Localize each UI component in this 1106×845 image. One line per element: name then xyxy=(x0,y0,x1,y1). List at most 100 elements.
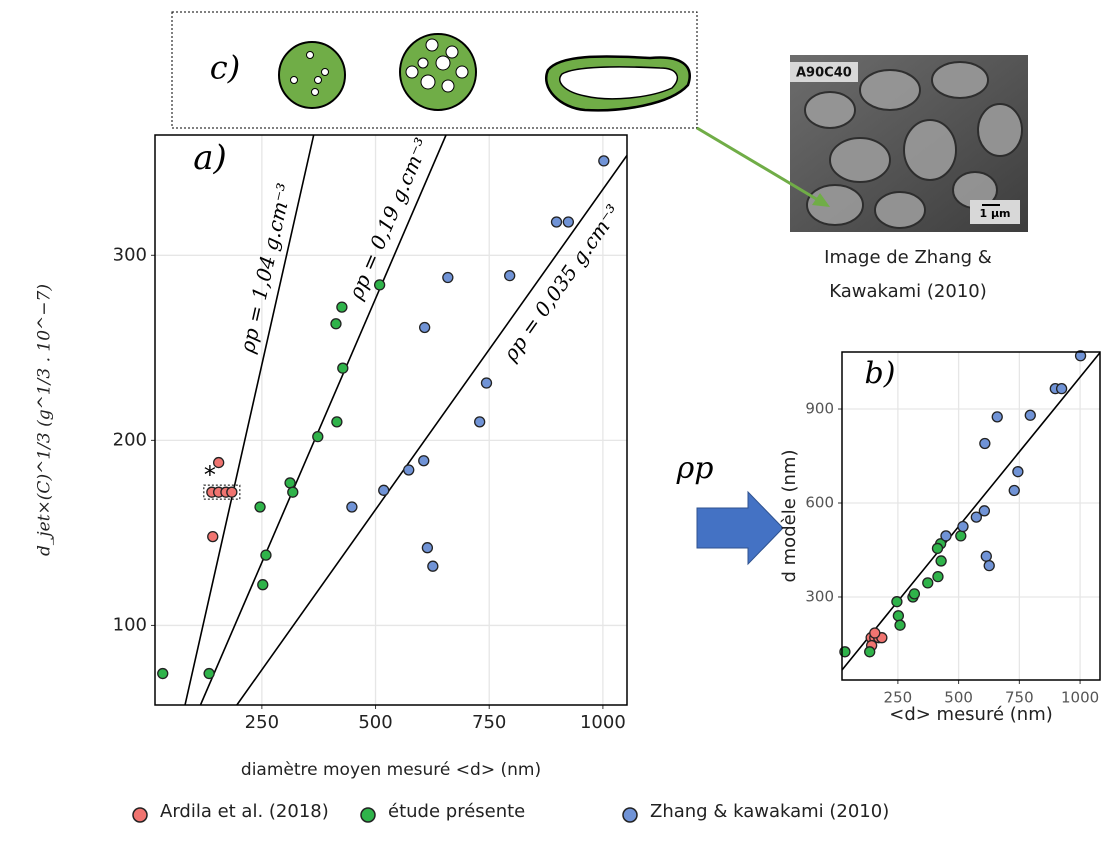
x-axis-title: diamètre moyen mesuré <d> (nm) xyxy=(241,760,541,780)
data-point xyxy=(935,555,947,567)
fit-line xyxy=(842,352,1100,671)
data-point xyxy=(1024,409,1036,421)
data-point xyxy=(864,646,876,658)
x-tick-label: 500 xyxy=(358,712,392,733)
y-axis-title: d modèle (nm) xyxy=(779,450,800,583)
y-tick-label: 900 xyxy=(805,400,834,418)
annotation: * xyxy=(204,461,216,489)
data-point xyxy=(284,477,296,489)
data-point xyxy=(980,550,992,562)
data-point xyxy=(254,501,266,513)
x-tick-label: 750 xyxy=(1005,689,1034,707)
highlight-box xyxy=(203,484,241,500)
x-tick-label: 1000 xyxy=(580,712,626,733)
x-tick-label: 1000 xyxy=(1061,689,1099,707)
y-tick-label: 300 xyxy=(113,244,147,265)
data-point xyxy=(207,530,219,543)
data-point xyxy=(922,577,934,589)
x-tick-label: 500 xyxy=(944,689,973,707)
x-tick-label: 250 xyxy=(245,712,279,733)
data-point xyxy=(312,431,324,443)
image-tag: A90C40 xyxy=(796,66,852,81)
y-tick-label: 200 xyxy=(113,429,147,450)
data-point xyxy=(427,560,439,572)
legend-label: Zhang & kawakami (2010) xyxy=(650,801,889,822)
data-point xyxy=(891,596,903,608)
data-point xyxy=(287,486,299,498)
legend-label: étude présente xyxy=(388,801,525,822)
x-tick-label: 250 xyxy=(884,689,913,707)
fit-line xyxy=(199,135,447,705)
data-point xyxy=(1055,383,1068,395)
legend-marker xyxy=(622,807,638,823)
data-point xyxy=(418,455,430,467)
legend-label: Ardila et al. (2018) xyxy=(160,801,329,822)
data-point xyxy=(955,530,967,542)
chart-panel: 250 500 750 1000 300 600 900 b) <d> mesuré (nm) d… xyxy=(779,350,1101,725)
sem-image: A90C40 1 µm xyxy=(790,55,1028,232)
plot-area xyxy=(155,135,627,705)
data-point xyxy=(978,505,991,517)
transfer-arrow xyxy=(696,490,784,566)
arrow-label: ρp xyxy=(676,451,714,486)
data-point xyxy=(330,318,342,330)
data-point xyxy=(1074,350,1087,362)
y-tick-label: 300 xyxy=(805,587,834,605)
panel-label: c) xyxy=(210,49,240,87)
data-point xyxy=(892,610,905,622)
data-point xyxy=(979,437,991,450)
particle-dense xyxy=(278,41,346,109)
data-point xyxy=(331,416,343,428)
image-caption: Kawakami (2010) xyxy=(829,281,987,302)
data-point xyxy=(504,269,516,282)
x-tick-label: 750 xyxy=(472,712,506,733)
data-point xyxy=(421,542,434,554)
fit-line xyxy=(184,135,315,705)
x-axis-title: <d> mesuré (nm) xyxy=(889,704,1053,725)
data-point xyxy=(378,484,390,496)
legend: Ardila et al. (2018) étude présente Zhang … xyxy=(132,801,889,823)
legend-marker xyxy=(360,807,376,823)
data-point xyxy=(869,627,881,639)
data-point xyxy=(474,416,486,428)
data-point xyxy=(157,667,169,680)
data-point xyxy=(346,501,358,513)
pores xyxy=(290,51,329,96)
fit-line xyxy=(236,154,627,705)
plot-frame xyxy=(841,351,1101,681)
data-point xyxy=(991,411,1003,423)
data-point xyxy=(480,377,493,389)
data-point xyxy=(940,530,952,542)
y-axis-title: d_jet×(C)^1/3 (g^1/3 . 10^−7) xyxy=(35,284,55,556)
shell-cavity xyxy=(559,66,679,100)
data-point xyxy=(562,216,574,228)
data-point xyxy=(908,588,921,600)
panel-label: a) xyxy=(193,138,227,178)
data-point xyxy=(203,667,215,680)
legend-marker xyxy=(132,807,148,823)
panel-c: c) xyxy=(171,11,698,129)
panel-label: b) xyxy=(865,356,896,391)
pores xyxy=(405,38,469,93)
data-point xyxy=(1012,466,1024,478)
pointer-arrow xyxy=(696,126,819,202)
data-point xyxy=(931,542,944,555)
data-point xyxy=(894,619,906,631)
data-point xyxy=(403,464,415,476)
data-point xyxy=(970,511,982,523)
panel-c-frame xyxy=(171,11,698,129)
data-point xyxy=(418,321,431,334)
data-point xyxy=(373,279,386,291)
image-caption: Image de Zhang & xyxy=(824,247,992,268)
data-point xyxy=(213,456,225,469)
data-point xyxy=(598,155,610,167)
data-point xyxy=(337,362,349,374)
y-tick-label: 600 xyxy=(805,493,834,511)
pointer-arrow-head xyxy=(812,193,830,207)
data-point xyxy=(336,301,348,313)
data-point xyxy=(226,486,238,498)
data-point xyxy=(260,549,272,561)
plot-content xyxy=(842,352,1100,671)
